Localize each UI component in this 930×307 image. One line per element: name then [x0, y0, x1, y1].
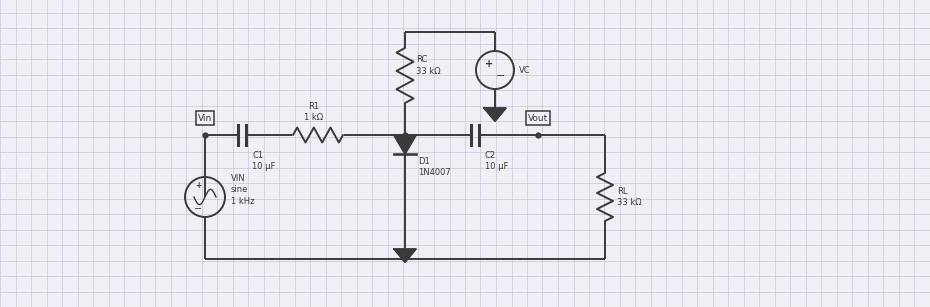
Polygon shape: [394, 135, 416, 154]
Text: D1
1N4007: D1 1N4007: [418, 157, 451, 177]
Text: VIN
sine
1 kHz: VIN sine 1 kHz: [231, 174, 255, 206]
Text: −: −: [496, 71, 505, 81]
Text: R1
1 kΩ: R1 1 kΩ: [304, 102, 324, 122]
Text: Vin: Vin: [198, 114, 212, 122]
Text: Vout: Vout: [528, 114, 548, 122]
Polygon shape: [394, 249, 416, 262]
Text: C1
10 μF: C1 10 μF: [252, 151, 275, 171]
Text: RC
33 kΩ: RC 33 kΩ: [416, 56, 441, 76]
Text: C2
10 μF: C2 10 μF: [485, 151, 509, 171]
Text: +: +: [485, 59, 493, 69]
Text: RL
33 kΩ: RL 33 kΩ: [617, 187, 642, 207]
Text: +: +: [195, 181, 201, 191]
Polygon shape: [484, 108, 506, 121]
Text: −: −: [194, 204, 202, 214]
Text: VC: VC: [519, 65, 531, 75]
